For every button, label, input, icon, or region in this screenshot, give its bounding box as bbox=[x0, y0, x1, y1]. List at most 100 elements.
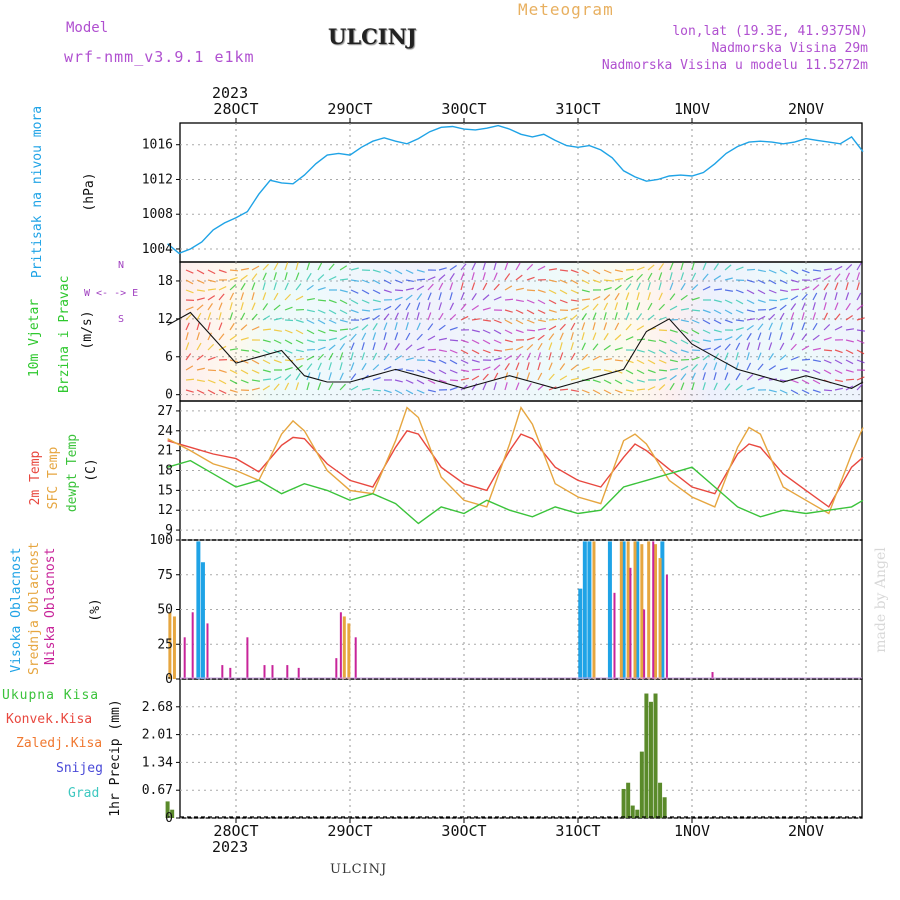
pressure-tick-label: 1004 bbox=[142, 242, 173, 257]
wind-unit: (m/s) bbox=[80, 310, 95, 350]
cloud-low-bar bbox=[665, 574, 668, 679]
cloud-mid-bar bbox=[342, 616, 346, 679]
top-year-label: 2023 bbox=[212, 84, 249, 102]
model-label: Model bbox=[66, 20, 109, 36]
wind-tick-label: 0 bbox=[165, 388, 173, 403]
credit-text: made by Angel bbox=[873, 547, 889, 653]
top-date-label: 1NOV bbox=[673, 100, 711, 118]
temp-dew-label: dewpt Temp bbox=[65, 433, 80, 513]
precip-hail-label: Grad bbox=[68, 786, 100, 801]
cloud-low-bar bbox=[297, 667, 300, 679]
precip-tick-label: 1.34 bbox=[142, 755, 173, 770]
precip-unit: 1hr Precip (mm) bbox=[108, 699, 123, 817]
cloud-mid-bar bbox=[626, 541, 630, 679]
cloud-low-bar bbox=[335, 658, 338, 679]
bottom-date-label: 31OCT bbox=[555, 822, 601, 840]
cloud-low-bar bbox=[183, 637, 186, 679]
top-date-label: 31OCT bbox=[555, 100, 601, 118]
precip-tick-label: 2.68 bbox=[142, 700, 173, 715]
cloud-high-bar bbox=[607, 541, 612, 679]
precip-bar bbox=[621, 788, 626, 818]
cloud-mid-label: Srednja Oblacnost bbox=[27, 541, 42, 675]
precip-tick-label: 0.67 bbox=[142, 783, 173, 798]
temp-sfc-label: SFC Temp bbox=[46, 446, 61, 510]
cloud-mid-bar bbox=[168, 612, 172, 679]
precip-bar bbox=[644, 693, 649, 818]
top-date-label: 2NOV bbox=[787, 100, 825, 118]
cloud-high-bar bbox=[621, 541, 626, 679]
precip-tick-label: 0 bbox=[165, 811, 173, 826]
temp-tick-label: 12 bbox=[157, 503, 173, 518]
precip-snow-label: Snijeg bbox=[56, 761, 103, 776]
product-title: Meteogram bbox=[518, 0, 614, 19]
precip-bar bbox=[648, 701, 653, 818]
panel-frame-pressure bbox=[179, 122, 863, 263]
cloud-high-bar bbox=[587, 541, 592, 679]
cloud-high-bar bbox=[635, 541, 640, 679]
top-date-label: 30OCT bbox=[441, 100, 487, 118]
temp-unit: (C) bbox=[84, 458, 99, 482]
cloud-low-bar bbox=[629, 567, 632, 679]
elevation: Nadmorska Visina 29m bbox=[711, 41, 868, 56]
cloud-mid-bar bbox=[172, 616, 176, 679]
cloud-low-bar bbox=[286, 665, 289, 679]
precip-bar bbox=[639, 751, 644, 818]
temp-tick-label: 18 bbox=[157, 464, 173, 479]
lonlat: lon,lat (19.3E, 41.9375N) bbox=[672, 24, 868, 39]
wind-tick-label: 6 bbox=[165, 350, 173, 365]
temp-2m-line bbox=[167, 429, 864, 508]
cloud-mid-bar bbox=[347, 623, 351, 679]
cloud-tick-label: 25 bbox=[157, 637, 173, 652]
bottom-date-label: 30OCT bbox=[441, 822, 487, 840]
cloud-unit: (%) bbox=[88, 598, 103, 622]
temp-2m-label: 2m Temp bbox=[28, 450, 43, 506]
precip-bar bbox=[170, 809, 175, 818]
cloud-mid-bar bbox=[647, 541, 651, 679]
temp-tick-label: 15 bbox=[157, 483, 173, 498]
cloud-mid-bar bbox=[654, 544, 658, 679]
pressure-title: Pritisak na nivou mora bbox=[30, 105, 45, 279]
model-elevation: Nadmorska Visina u modelu 11.5272m bbox=[601, 58, 868, 73]
pressure-tick-label: 1008 bbox=[142, 207, 173, 222]
cloud-high-bar bbox=[582, 541, 587, 679]
cloud-low-bar bbox=[354, 637, 357, 679]
cloud-tick-label: 75 bbox=[157, 568, 173, 583]
cloud-low-bar bbox=[643, 609, 646, 679]
cloud-mid-bar bbox=[633, 541, 637, 679]
precip-bar bbox=[626, 782, 631, 818]
cloud-high-label: Visoka Oblacnost bbox=[9, 547, 24, 673]
pressure-line bbox=[167, 124, 864, 255]
precip-bar bbox=[165, 801, 170, 818]
cloud-low-label: Niska Oblacnost bbox=[43, 547, 58, 665]
model-name: wrf-nmm_v3.9.1 e1km bbox=[64, 48, 255, 66]
wind-speed-line bbox=[167, 311, 864, 389]
precip-bar bbox=[630, 805, 635, 818]
precip-tick-label: 2.01 bbox=[142, 728, 173, 743]
cloud-high-bar bbox=[196, 541, 201, 679]
cloud-high-bar bbox=[660, 541, 665, 679]
precip-bar bbox=[635, 809, 640, 818]
bottom-date-label: 29OCT bbox=[327, 822, 373, 840]
cloud-mid-bar bbox=[619, 541, 623, 679]
sfc-temp-line bbox=[167, 406, 864, 515]
temp-tick-label: 24 bbox=[157, 424, 173, 439]
temp-tick-label: 27 bbox=[157, 404, 173, 419]
cloud-tick-label: 50 bbox=[157, 603, 173, 618]
pressure-unit: (hPa) bbox=[82, 172, 97, 212]
wind-barb-field bbox=[181, 262, 866, 400]
wind-compass: W <- -> E bbox=[84, 288, 139, 299]
bottom-date-label: 28OCT bbox=[213, 822, 259, 840]
temp-tick-label: 21 bbox=[157, 444, 173, 459]
temp-tick-label: 9 bbox=[165, 523, 173, 538]
footer-station: ULCINJ bbox=[330, 862, 388, 877]
dewpt-line bbox=[167, 459, 864, 525]
cloud-low-bar bbox=[246, 637, 249, 679]
cloud-tick-label: 0 bbox=[165, 672, 173, 687]
bottom-year-label: 2023 bbox=[212, 838, 249, 856]
bottom-date-label: 1NOV bbox=[673, 822, 711, 840]
precip-conv-label: Konvek.Kisa bbox=[6, 712, 93, 727]
wind-title-1: 10m Vjetar bbox=[27, 298, 42, 378]
cloud-low-bar bbox=[206, 623, 209, 679]
panel-frame-precip bbox=[179, 678, 863, 819]
